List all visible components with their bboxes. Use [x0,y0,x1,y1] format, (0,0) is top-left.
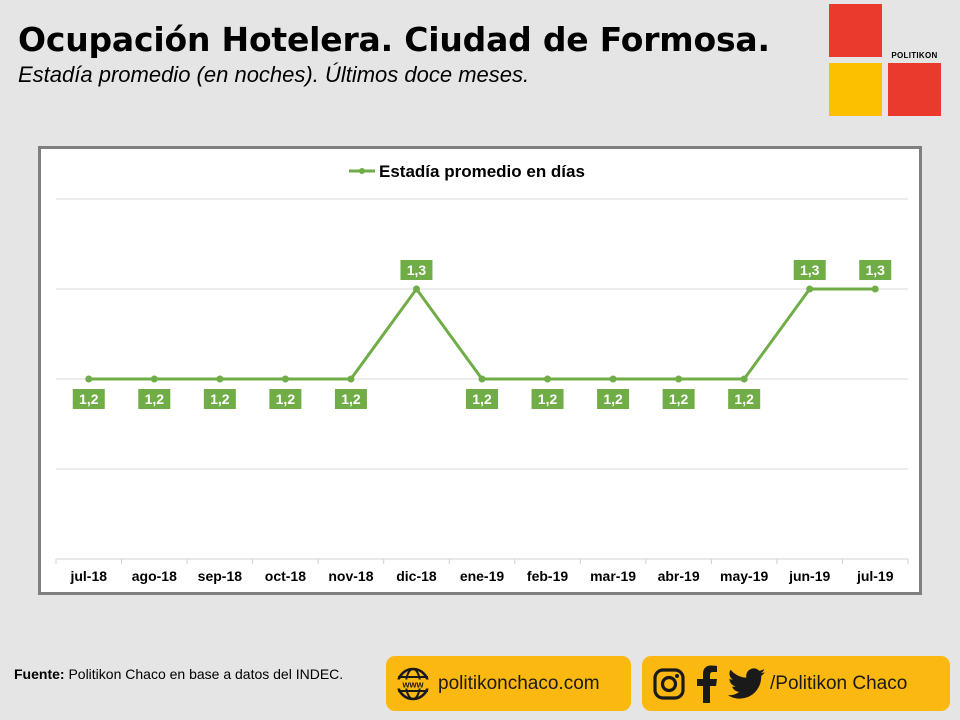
data-point [412,285,420,293]
data-point [806,285,814,293]
x-tick-label: sep-18 [198,568,243,584]
data-label: 1,2 [145,391,165,407]
website-text: politikonchaco.com [438,672,600,694]
data-label-box [857,258,894,282]
legend-marker [359,168,365,174]
facebook-icon [697,665,717,703]
data-label: 1,2 [538,391,558,407]
data-point [478,375,486,383]
data-label-box [136,387,173,411]
data-label: 1,2 [669,391,689,407]
social-handle-text: /Politikon Chaco [770,672,908,694]
x-tick-label: abr-19 [658,568,700,584]
page-title: Ocupación Hotelera. Ciudad de Formosa. [18,20,770,59]
data-label: 1,3 [407,262,427,278]
data-point [544,375,552,383]
website-banner[interactable]: www politikonchaco.com [386,656,631,711]
data-label-box [267,387,304,411]
x-tick-label: dic-18 [396,568,437,584]
x-tick-label: mar-19 [590,568,636,584]
x-tick-label: feb-19 [527,568,568,584]
data-label-box [70,387,107,411]
line-chart: jul-18 ago-18 sep-18 oct-18 nov-18 dic-18 ene-… [55,162,909,584]
data-label-box [464,387,500,411]
twitter-icon [728,667,766,699]
data-point [740,375,748,383]
page-subtitle: Estadía promedio (en noches). Últimos do… [18,62,530,87]
data-label-box [398,258,435,282]
www-globe-icon: www [396,667,430,700]
data-label: 1,2 [79,391,99,407]
data-point [609,375,617,383]
data-point [871,285,879,293]
source-text: Politikon Chaco en base a datos del INDE… [64,666,344,682]
data-label-box [595,387,632,411]
data-label-box [529,387,566,411]
data-label-box [660,387,697,411]
chart-frame: jul-18 ago-18 sep-18 oct-18 nov-18 dic-18 ene-… [38,146,922,595]
data-label: 1,2 [276,391,296,407]
data-point [675,375,683,383]
source-label: Fuente: [14,666,65,682]
x-tick-label: may-19 [720,568,768,584]
data-point [281,375,289,383]
data-label: 1,3 [800,262,820,278]
x-tick-label: jun-19 [788,568,830,584]
data-label-box [791,258,828,282]
data-label-box [332,387,369,411]
x-tick-label: jul-18 [69,568,107,584]
x-tick-label: nov-18 [328,568,373,584]
data-label: 1,3 [865,262,885,278]
data-label: 1,2 [734,391,754,407]
data-label: 1,2 [341,391,361,407]
source-note: Fuente: Politikon Chaco en base a datos … [14,665,354,683]
data-label: 1,2 [603,391,623,407]
x-tick-label: ago-18 [132,568,177,584]
x-tick-label: oct-18 [265,568,306,584]
logo-text: POLITIKON [891,51,938,60]
data-point [150,375,158,383]
data-point [85,375,93,383]
x-tick-label: jul-19 [856,568,894,584]
data-label-box [726,387,763,411]
social-banner[interactable]: /Politikon Chaco [642,656,950,711]
politikon-logo: POLITIKON [829,4,941,116]
legend-label: Estadía promedio en días [379,162,585,181]
svg-text:www: www [401,679,424,689]
data-label: 1,2 [472,391,492,407]
series-line [88,286,876,381]
data-point [347,375,355,383]
x-tick-label: ene-19 [460,568,505,584]
data-label-box [201,387,238,411]
data-point [216,375,224,383]
instagram-icon [653,667,685,700]
data-label: 1,2 [210,391,230,407]
